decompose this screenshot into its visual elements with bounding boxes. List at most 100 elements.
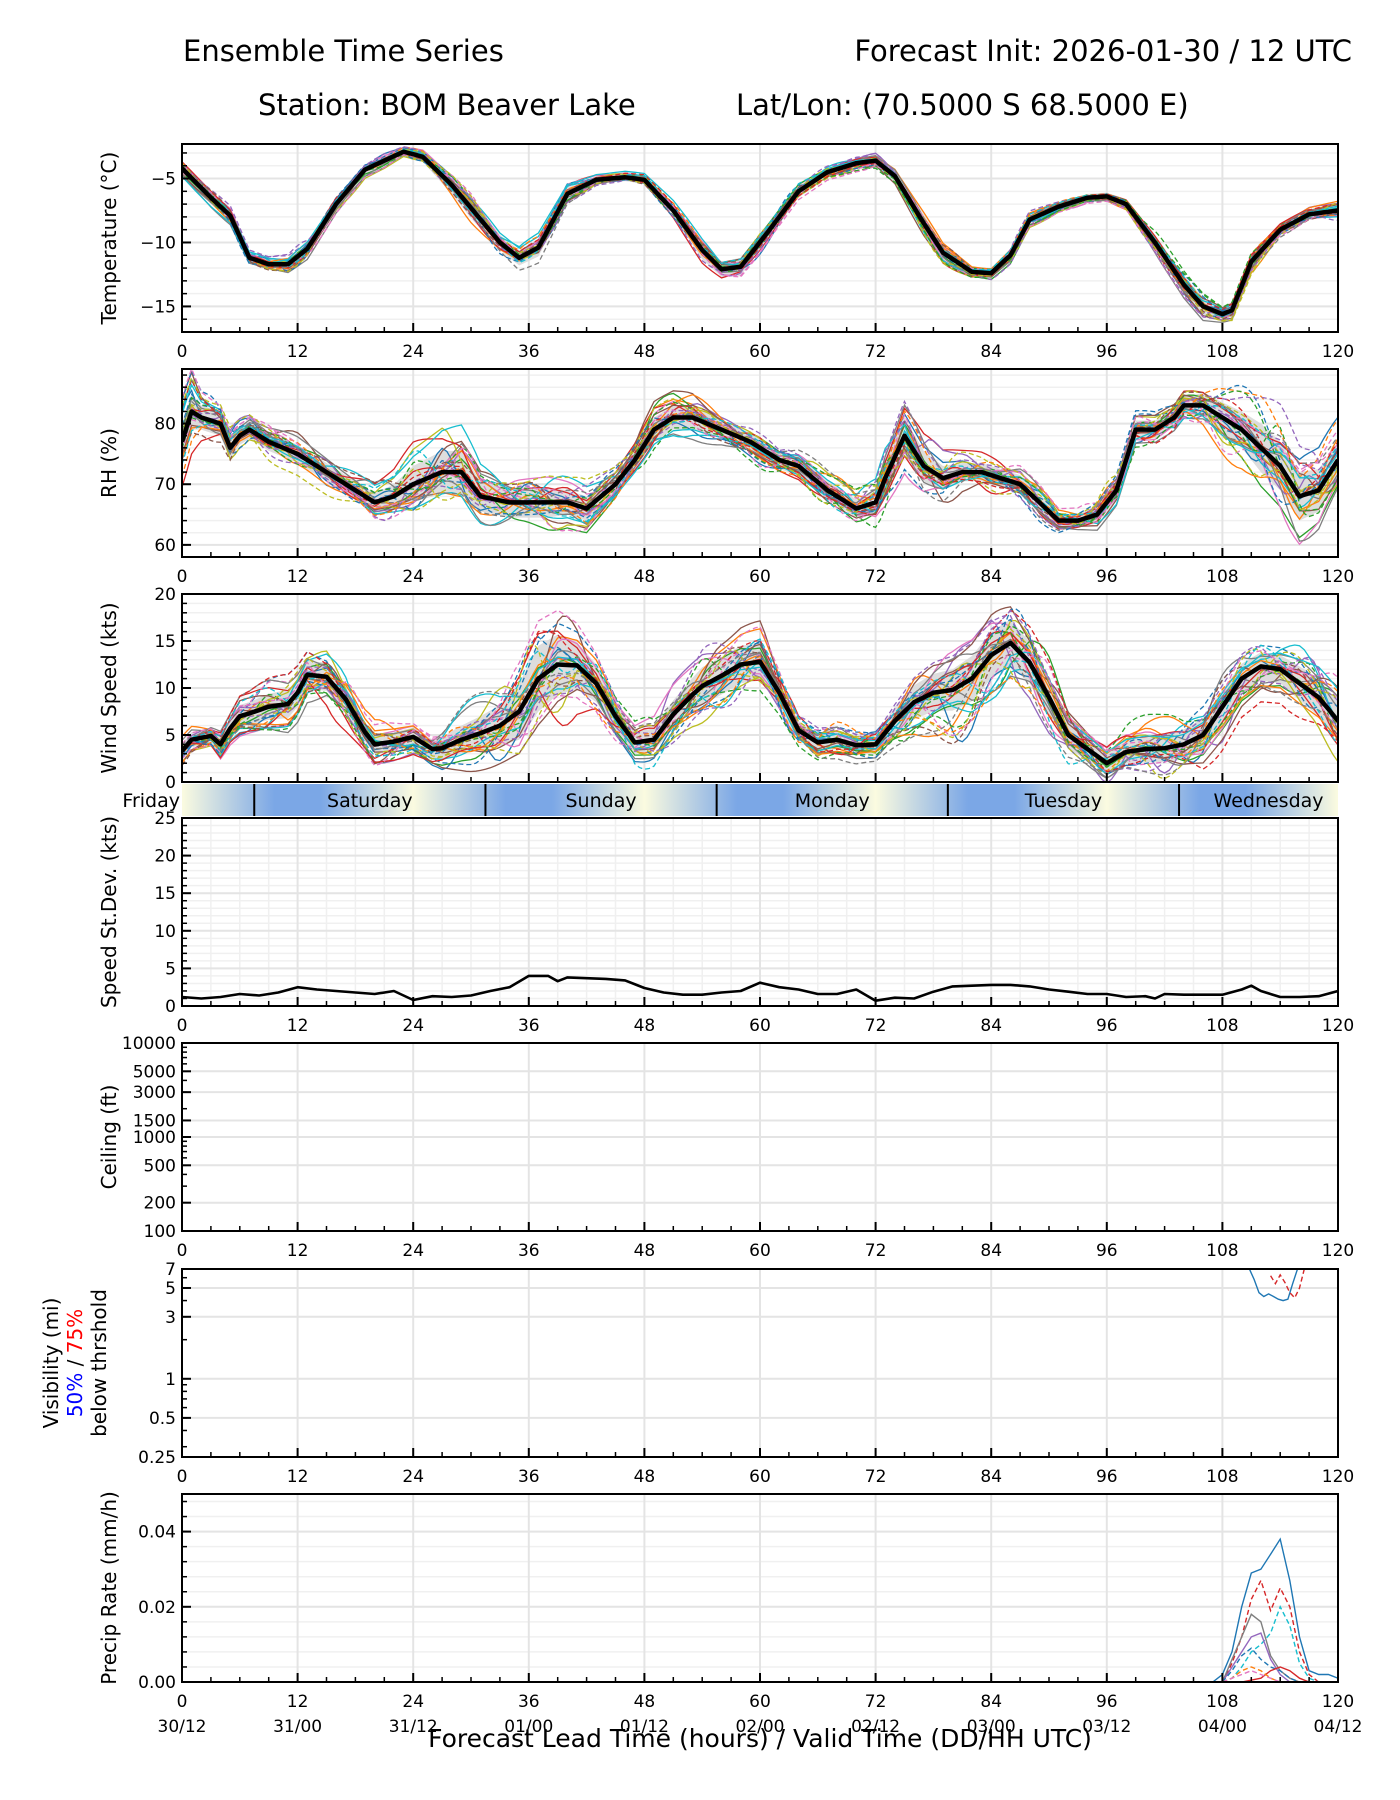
ensemble-mean-line	[182, 640, 1338, 766]
x-tick-label: 0	[177, 1467, 188, 1487]
x-tick-label: 72	[865, 1016, 887, 1036]
title-left: Ensemble Time Series	[183, 34, 504, 68]
x-tick-label: 48	[634, 342, 656, 362]
day-strip: Friday Saturday Sunday Monday Tuesday Wednesd…	[122, 784, 1338, 816]
plot-area	[182, 974, 1338, 1002]
y-tick-label: 10000	[122, 1034, 176, 1054]
ensemble-member-line	[182, 651, 1338, 754]
x-tick-label: 96	[1096, 567, 1118, 587]
ensemble-member-line	[182, 375, 1338, 525]
x-tick-label: 0	[177, 567, 188, 587]
ensemble-member-line	[182, 148, 1338, 322]
valid-time-label: 04/12	[1314, 1717, 1363, 1737]
y-tick-label: 100	[144, 1222, 176, 1242]
x-tick-label: 36	[518, 1241, 540, 1261]
ensemble-member-line	[182, 396, 1338, 531]
x-tick-label: 108	[1206, 1467, 1238, 1487]
y-tick-label: 10	[154, 922, 176, 942]
x-tick-label: 108	[1206, 567, 1238, 587]
y-tick-label: 60	[154, 536, 176, 556]
y-axis-label: Ceiling (ft)	[97, 1085, 121, 1190]
x-tick-label: 36	[518, 1467, 540, 1487]
panel-wind-speed: 0 5 10 15 20 Wind Speed (kts)	[97, 585, 1339, 793]
stdev-line	[182, 974, 1338, 1002]
x-axis-label: Forecast Lead Time (hours) / Valid Time …	[428, 1724, 1092, 1753]
y-axis-label: Precip Rate (mm/h)	[97, 1491, 121, 1685]
y-axis-label: Temperature (°C)	[97, 152, 121, 326]
y-tick-label: 70	[154, 475, 176, 495]
y-tick-label: 5	[165, 726, 176, 746]
x-tick-label: 96	[1096, 1692, 1118, 1712]
x-tick-label: 60	[749, 342, 771, 362]
y-axis-label: Visibility (mi)	[39, 1298, 63, 1429]
y-tick-label: 3000	[133, 1083, 176, 1103]
series-line-member-5	[1221, 1632, 1291, 1682]
x-tick-label: 84	[980, 1467, 1002, 1487]
y-tick-label: 1	[165, 1370, 176, 1390]
y-axis-label: Speed St.Dev. (kts)	[97, 816, 121, 1008]
panel-temperature: −15 −10 −5 0 12 24 36 48 60 72 84 96 108 120 Temperatu…	[97, 143, 1354, 362]
x-tick-label: 36	[518, 1692, 540, 1712]
x-tick-label: 84	[980, 342, 1002, 362]
x-tick-label: 24	[402, 1692, 424, 1712]
x-tick-label: 108	[1206, 342, 1238, 362]
y-tick-label: 1500	[133, 1111, 176, 1131]
ensemble-member-line	[182, 383, 1338, 525]
plot-area	[182, 606, 1338, 782]
ensemble-member-line	[182, 390, 1338, 525]
y-tick-label: 5	[165, 1279, 176, 1299]
series-line-member-9	[1222, 1669, 1281, 1682]
y-axis-label: Wind Speed (kts)	[97, 602, 121, 773]
x-tick-label: 72	[865, 567, 887, 587]
x-tick-label: 60	[749, 1467, 771, 1487]
x-tick-label: 12	[287, 342, 309, 362]
x-tick-label: 120	[1322, 1692, 1354, 1712]
x-tick-label: 60	[749, 567, 771, 587]
x-tick-label: 120	[1322, 1241, 1354, 1261]
y-tick-label: 10	[154, 679, 176, 699]
x-tick-label: 24	[402, 1016, 424, 1036]
series-line-member-7	[1241, 1666, 1310, 1682]
x-tick-label: 96	[1096, 1016, 1118, 1036]
y-tick-label: −15	[140, 297, 176, 317]
y-tick-label: 20	[154, 847, 176, 867]
panel-rh: 60 70 80 0 12 24 36 48 60 72 84 96 108 120 RH (%)	[97, 368, 1354, 587]
y-tick-label: 80	[154, 415, 176, 435]
series-line-member-1	[1212, 1537, 1338, 1682]
x-tick-label: 72	[865, 1467, 887, 1487]
ensemble-member-line	[182, 400, 1338, 522]
x-tick-label: 24	[402, 1241, 424, 1261]
x-tick-label: 36	[518, 342, 540, 362]
x-tick-label: 12	[287, 1692, 309, 1712]
x-tick-label: 72	[865, 1692, 887, 1712]
x-tick-label: 24	[402, 1467, 424, 1487]
x-tick-label: 72	[865, 342, 887, 362]
panel-speed-stdev: 0 5 10 15 20 25 0 12 24 36 48 60 72 84 96 108 120 Speed S…	[97, 809, 1354, 1036]
ensemble-member-line	[182, 643, 1338, 780]
ensemble-member-line	[182, 606, 1338, 773]
x-tick-label: 96	[1096, 1467, 1118, 1487]
x-tick-label: 84	[980, 1692, 1002, 1712]
y-tick-label: 20	[154, 585, 176, 605]
x-tick-label: 72	[865, 1241, 887, 1261]
y-tick-label: 25	[154, 809, 176, 829]
series-line-member-4	[1221, 1613, 1300, 1682]
ensemble-mean-line	[182, 149, 1338, 317]
x-tick-label: 96	[1096, 1241, 1118, 1261]
y-tick-label: 0	[165, 997, 176, 1017]
y-tick-label: 0.02	[138, 1598, 176, 1618]
pct-separator: /	[63, 1353, 87, 1372]
x-tick-label: 84	[980, 567, 1002, 587]
pct50-label: 50%	[63, 1373, 87, 1417]
y-tick-label: 200	[144, 1194, 176, 1214]
ensemble-member-line	[182, 618, 1338, 773]
ensemble-member-line	[182, 638, 1338, 770]
day-strip-background	[182, 784, 1338, 816]
y-tick-label: 0.25	[138, 1448, 176, 1468]
valid-time-label: 31/00	[273, 1717, 322, 1737]
ensemble-member-line	[182, 644, 1338, 776]
ensemble-member-line	[182, 628, 1338, 760]
valid-time-label: 02/00	[736, 1717, 785, 1737]
